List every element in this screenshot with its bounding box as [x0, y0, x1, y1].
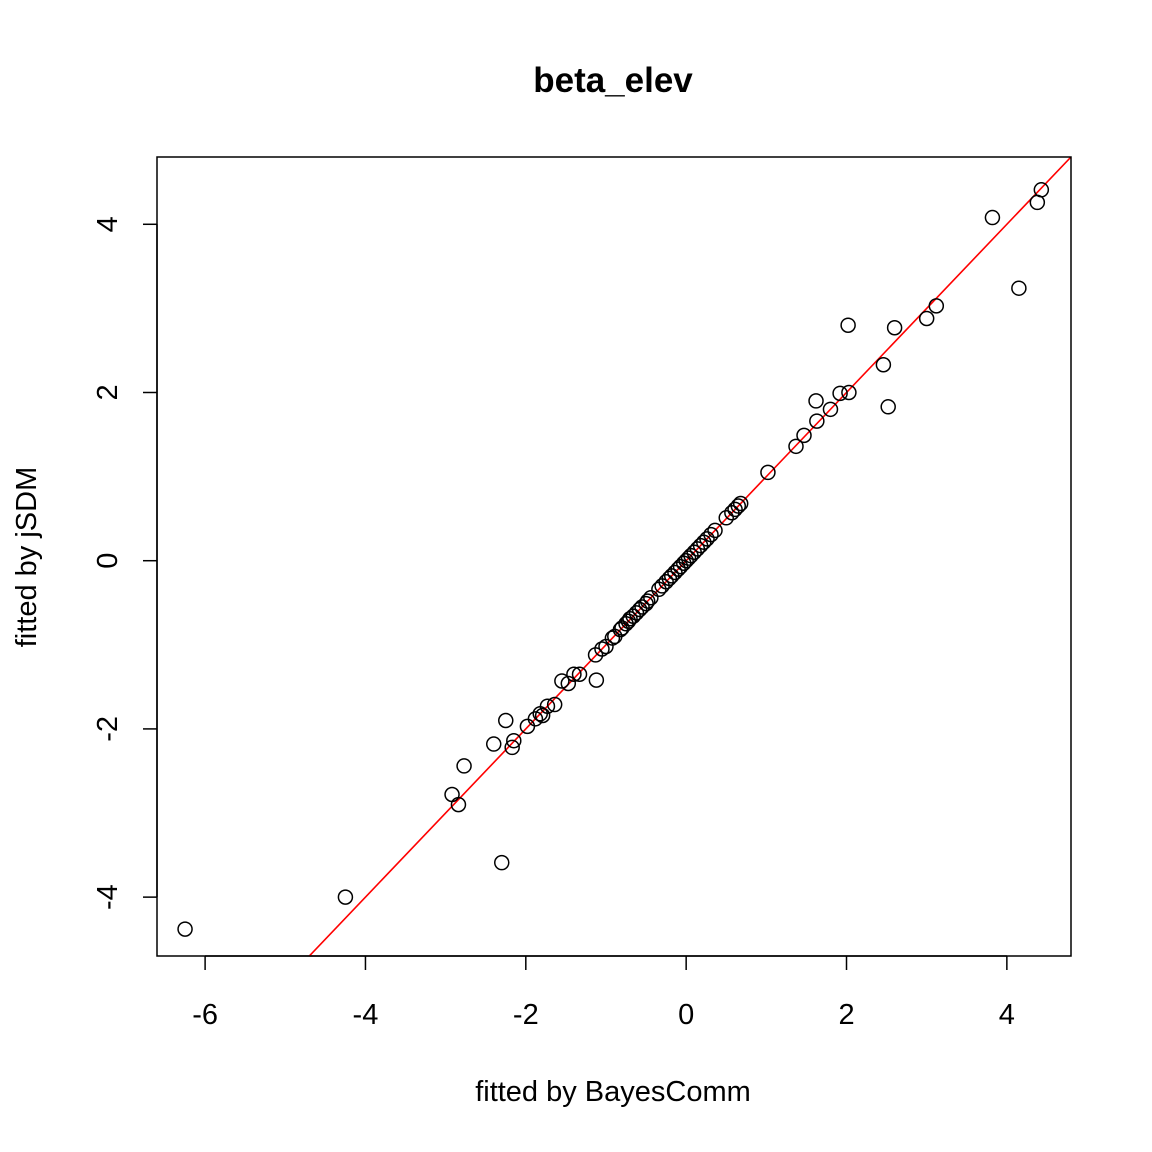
x-tick-label: 2 [838, 999, 854, 1031]
data-point [796, 427, 812, 444]
data-point [444, 786, 460, 803]
data-point [456, 758, 472, 774]
data-point [680, 550, 697, 566]
y-tick-label: 4 [92, 216, 124, 232]
x-tick-label: -2 [513, 999, 539, 1031]
data-point [612, 621, 629, 638]
x-tick-label: 0 [678, 999, 694, 1031]
y-tick-label: 2 [92, 384, 124, 400]
data-point [732, 495, 749, 512]
data-point [504, 739, 520, 756]
plot-frame [156, 156, 1072, 957]
data-point [788, 438, 804, 455]
data-point [498, 712, 514, 729]
data-point [337, 889, 354, 905]
data-point [620, 613, 637, 630]
data-point [822, 401, 839, 418]
x-axis: -6 -4 -2 0 2 4 [192, 955, 1015, 1031]
data-point [177, 921, 193, 937]
data-point [886, 319, 903, 336]
data-point [604, 630, 621, 646]
data-point [527, 711, 544, 727]
data-point [918, 310, 935, 327]
y-tick-label: -4 [92, 884, 124, 910]
data-point [534, 707, 551, 724]
y-axis: -4 -2 0 2 4 [92, 216, 158, 910]
data-point [494, 854, 510, 871]
x-tick-label: -6 [192, 999, 218, 1031]
data-point [707, 522, 723, 539]
data-point [760, 464, 776, 481]
data-point [672, 558, 689, 575]
data-point [699, 531, 715, 547]
data-point [875, 356, 892, 373]
points [177, 182, 1050, 937]
data-point [667, 564, 683, 581]
y-tick-label: -2 [92, 716, 124, 742]
data-point [594, 641, 610, 657]
data-point [571, 666, 588, 682]
data-point [566, 666, 582, 682]
x-axis-label: fitted by BayesComm [475, 1076, 751, 1108]
data-point [928, 298, 945, 314]
data-point [808, 393, 824, 409]
data-point [639, 593, 656, 609]
reference-line [308, 157, 1071, 956]
x-tick-label: 4 [999, 999, 1015, 1031]
data-point [984, 209, 1001, 226]
y-axis-label: fitted by jSDM [11, 467, 43, 648]
data-point [658, 573, 674, 590]
data-point [880, 399, 896, 415]
data-point [554, 673, 570, 689]
y-tick-label: 0 [92, 553, 124, 569]
data-point [1029, 194, 1046, 211]
data-point [450, 796, 467, 813]
data-point [670, 561, 686, 577]
data-point [841, 384, 857, 401]
data-point [809, 413, 825, 429]
chart-title: beta_elev [533, 61, 693, 100]
data-point [1011, 280, 1027, 296]
data-point [539, 698, 556, 714]
data-point [485, 736, 502, 752]
data-point [832, 385, 848, 402]
x-tick-label: -4 [353, 999, 379, 1031]
data-point [727, 501, 743, 518]
data-point [730, 498, 747, 514]
data-point [718, 510, 734, 526]
data-point [628, 605, 645, 621]
data-point [643, 589, 659, 606]
data-point [560, 675, 577, 692]
data-point [661, 570, 678, 587]
data-point [703, 526, 719, 543]
data-point [634, 599, 650, 615]
data-point [588, 672, 605, 688]
data-point [840, 317, 856, 333]
data-point [1033, 182, 1050, 198]
data-point [546, 696, 563, 713]
data-point [678, 552, 694, 569]
data-point [506, 732, 522, 749]
plot-area [308, 157, 1071, 956]
